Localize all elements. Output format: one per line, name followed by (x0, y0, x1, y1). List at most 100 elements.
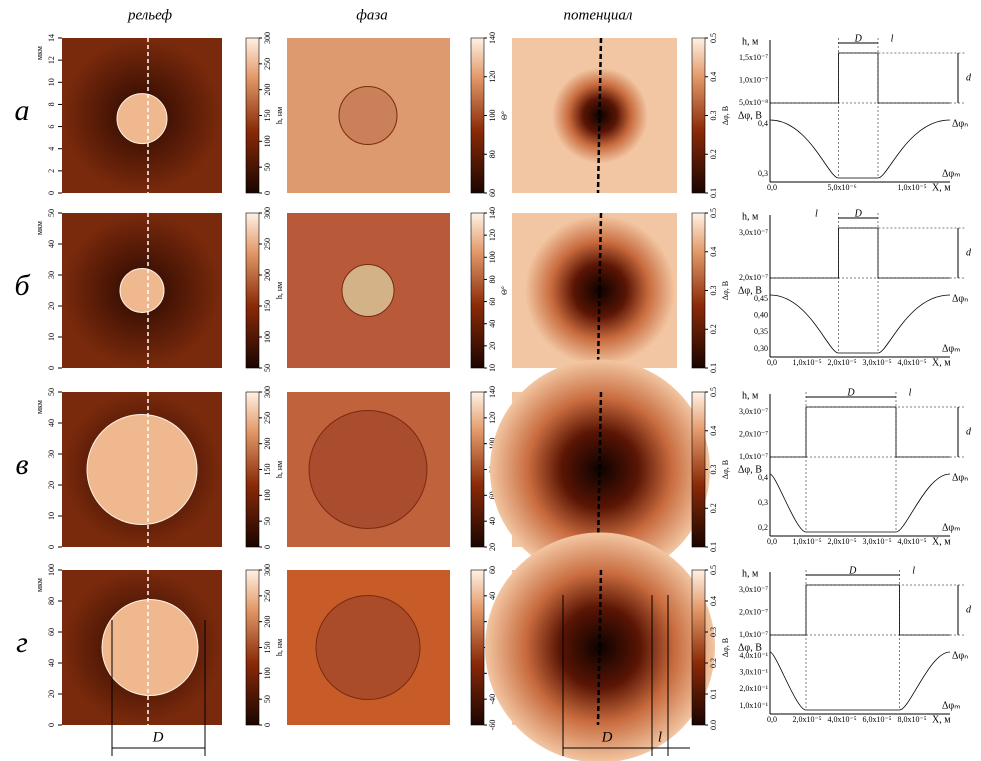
dimension-label: D (848, 565, 857, 576)
phi-tick-label: 0,3 (758, 498, 768, 507)
y-tick-label: 50 (47, 388, 56, 396)
level-label: Δφₘ (942, 168, 960, 179)
y-tick-label: 0 (47, 366, 56, 370)
colorbar-label: h, нм (275, 282, 284, 299)
dimension-label: D (854, 33, 863, 44)
h-tick-label: 2,0x10⁻⁷ (739, 429, 768, 438)
x-tick-label: 2,0x10⁻⁵ (827, 358, 856, 367)
height-profile (770, 227, 950, 279)
dimension-label: l (891, 33, 894, 44)
dimension-label: l (658, 729, 662, 745)
colorbar-tick-label: 50 (263, 517, 272, 525)
colorbar-tick-label: 100 (488, 251, 497, 263)
row-label: г (16, 626, 28, 659)
colorbar-label: h, нм (275, 461, 284, 478)
dimension-label: D (854, 208, 863, 219)
y-unit: мкм (35, 46, 44, 60)
colorbar-tick-label: 0.4 (709, 596, 718, 606)
row-label: в (15, 448, 28, 481)
level-label: Δφₙ (952, 118, 968, 129)
x-tick-label: 5,0x10⁻⁶ (827, 183, 856, 192)
x-tick-label: 0,0 (767, 715, 777, 724)
relief-island (101, 599, 199, 696)
colorbar-tick-label: 300 (263, 207, 272, 219)
colorbar-tick-label: 40 (488, 517, 497, 525)
axis-label: X, м (932, 182, 951, 193)
y-tick-label: 40 (47, 659, 56, 667)
colorbar-tick-label: 0.1 (709, 188, 718, 198)
dimension-label: l (909, 387, 912, 398)
y-tick-label: 30 (47, 271, 56, 279)
phi-tick-label: 1,0x10⁻¹ (739, 701, 768, 710)
colorbar (470, 391, 485, 548)
x-tick-label: 4,0x10⁻⁵ (827, 715, 856, 724)
y-tick-label: 30 (47, 450, 56, 458)
h-tick-label: 1,5x10⁻⁷ (739, 53, 768, 62)
y-unit: мкм (35, 578, 44, 592)
phi-tick-label: 4,0x10⁻¹ (739, 651, 768, 660)
colorbar-label: Θ° (500, 286, 509, 295)
relief-island (116, 93, 168, 145)
y-tick-label: 60 (47, 628, 56, 636)
colorbar-tick-label: 50 (263, 163, 272, 171)
colorbar-label: Δφ, В (721, 106, 730, 125)
colorbar-tick-label: 0.3 (709, 286, 718, 296)
colorbar (691, 37, 706, 194)
colorbar-tick-label: 0 (263, 723, 272, 727)
x-tick-label: 3,0x10⁻⁵ (862, 537, 891, 546)
y-tick-label: 12 (47, 56, 56, 64)
h-tick-label: 2,0x10⁻⁷ (739, 273, 768, 282)
colorbar-tick-label: 60 (488, 189, 497, 197)
phi-tick-label: 2,0x10⁻¹ (739, 684, 768, 693)
level-label: Δφₙ (952, 472, 968, 483)
colorbar-tick-label: 300 (263, 564, 272, 576)
column-header: фаза (356, 7, 388, 23)
x-tick-label: 1,0x10⁻⁵ (792, 358, 821, 367)
colorbar-tick-label: 200 (263, 616, 272, 628)
colorbar-tick-label: 60 (488, 566, 497, 574)
colorbar-tick-label: 0 (263, 191, 272, 195)
y-tick-label: 50 (47, 209, 56, 217)
colorbar (245, 37, 260, 194)
colorbar-tick-label: 0.1 (709, 363, 718, 373)
row-label: а (15, 94, 30, 127)
y-tick-label: 20 (47, 481, 56, 489)
y-tick-label: 20 (47, 690, 56, 698)
colorbar-tick-label: 0.5 (709, 208, 718, 218)
potential-spot (490, 359, 710, 580)
colorbar-tick-label: 50 (263, 695, 272, 703)
colorbar-tick-label: 250 (263, 412, 272, 424)
axis-label: Δφ, В (738, 110, 762, 121)
axis-label: h, м (742, 211, 759, 222)
colorbar (691, 391, 706, 548)
row-label: б (14, 269, 30, 302)
x-tick-label: 1,0x10⁻⁵ (792, 537, 821, 546)
colorbar-tick-label: 20 (488, 543, 497, 551)
potential-spot (525, 215, 675, 366)
y-tick-label: 14 (47, 34, 56, 42)
axis-label: X, м (932, 536, 951, 547)
height-profile (770, 584, 950, 636)
dimension-label: D (152, 729, 164, 745)
dimension-label: l (815, 208, 818, 219)
axis-label: X, м (932, 357, 951, 368)
colorbar-tick-label: 140 (488, 207, 497, 219)
colorbar-tick-label: 0.2 (709, 503, 718, 513)
y-tick-label: 100 (47, 564, 56, 576)
y-tick-label: 0 (47, 545, 56, 549)
axis-label: Δφ, В (738, 285, 762, 296)
colorbar-tick-label: 0.5 (709, 387, 718, 397)
phase-image (287, 38, 450, 193)
colorbar-tick-label: 0.3 (709, 111, 718, 121)
x-tick-label: 0,0 (767, 537, 777, 546)
axis-label: Δφ, В (738, 464, 762, 475)
y-tick-label: 6 (47, 125, 56, 129)
axis-label: h, м (742, 568, 759, 579)
scan-line (596, 212, 603, 369)
colorbar (470, 37, 485, 194)
colorbar-tick-label: 0.2 (709, 149, 718, 159)
axis-label: h, м (742, 36, 759, 47)
dimension-label: d (966, 247, 972, 258)
